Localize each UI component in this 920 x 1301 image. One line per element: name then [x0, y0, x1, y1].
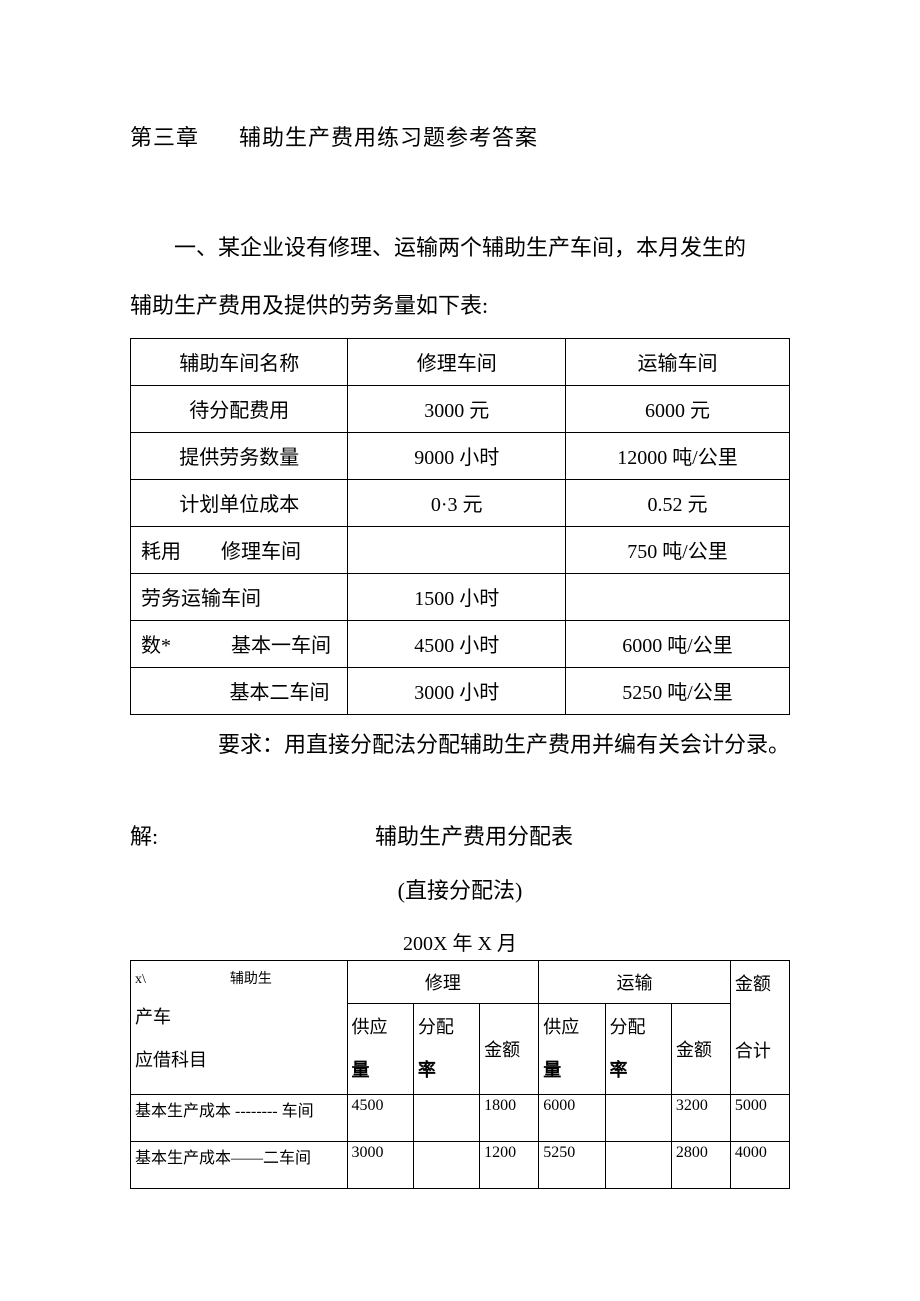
chapter-label: 第三章	[130, 125, 199, 150]
th-subject-line1: x\ 辅助生	[135, 963, 343, 997]
solution-header: 解: 辅助生产费用分配表	[130, 819, 790, 851]
solution-label: 解:	[130, 819, 158, 851]
row-label: 提供劳务数量	[131, 432, 348, 479]
cell-r-rate	[413, 1141, 479, 1188]
row-label: 数* 基本一车间	[131, 620, 348, 667]
cell-r-amount: 1200	[480, 1141, 539, 1188]
workshop-info-table: 辅助车间名称 修理车间 运输车间 待分配费用3000 元6000 元提供劳务数量…	[130, 338, 790, 715]
table-row: 耗用 修理车间 750 吨/公里	[131, 526, 790, 573]
cell-subject: 基本生产成本——二车间	[131, 1141, 348, 1188]
row-label: 待分配费用	[131, 385, 348, 432]
th-r-amount: 金额	[480, 1003, 539, 1094]
row-repair-value: 4500 小时	[348, 620, 565, 667]
th-r-supply-l1: 供应	[352, 1006, 409, 1049]
cell-r-amount: 1800	[480, 1094, 539, 1141]
th-amount-total-l1: 金额	[735, 963, 785, 1006]
cell-r-supply: 3000	[347, 1141, 413, 1188]
row-transport-value: 6000 元	[565, 385, 789, 432]
th-r-rate: 分配 率	[413, 1003, 479, 1094]
cell-t-rate	[605, 1141, 671, 1188]
row-transport-value: 750 吨/公里	[565, 526, 789, 573]
row-repair-value: 1500 小时	[348, 573, 565, 620]
row-transport-value: 6000 吨/公里	[565, 620, 789, 667]
row-label: 耗用 修理车间	[131, 526, 348, 573]
row-transport-value	[565, 573, 789, 620]
th-r-rate-l1: 分配	[418, 1006, 475, 1049]
row-repair-value: 3000 小时	[348, 667, 565, 714]
intro-line-2: 辅助生产费用及提供的劳务量如下表:	[130, 280, 790, 333]
chapter-name: 辅助生产费用练习题参考答案	[239, 125, 538, 150]
row-repair-value	[348, 526, 565, 573]
th-subject: x\ 辅助生 产车 应借科目	[131, 960, 348, 1094]
row-label: 劳务运输车间	[131, 573, 348, 620]
th-repair: 修理车间	[348, 338, 565, 385]
cell-t-rate	[605, 1094, 671, 1141]
chapter-title: 第三章 辅助生产费用练习题参考答案	[130, 120, 790, 152]
cell-total: 4000	[730, 1141, 789, 1188]
alloc-data-row: 基本生产成本 -------- 车间4500 18006000 32005000	[131, 1094, 790, 1141]
cell-t-supply: 6000	[539, 1094, 605, 1141]
table-row: 计划单位成本0·3 元0.52 元	[131, 479, 790, 526]
row-transport-value: 12000 吨/公里	[565, 432, 789, 479]
allocation-date: 200X 年 X 月	[130, 927, 790, 956]
intro-line-1: 一、某企业设有修理、运输两个辅助生产车间，本月发生的	[130, 222, 790, 275]
row-label: 基本二车间	[131, 667, 348, 714]
allocation-method: (直接分配法)	[130, 873, 790, 905]
row-repair-value: 0·3 元	[348, 479, 565, 526]
requirement-text: 要求：用直接分配法分配辅助生产费用并编有关会计分录。	[130, 727, 790, 759]
th-t-supply-l1: 供应	[543, 1006, 600, 1049]
th-amount-total-l2: 合计	[735, 1030, 785, 1073]
row-repair-value: 3000 元	[348, 385, 565, 432]
th-repair-group: 修理	[347, 960, 539, 1003]
row-repair-value: 9000 小时	[348, 432, 565, 479]
table-row: 数* 基本一车间4500 小时6000 吨/公里	[131, 620, 790, 667]
th-t-supply-l2: 量	[543, 1049, 600, 1092]
cell-t-amount: 2800	[671, 1141, 730, 1188]
th-t-amount: 金额	[671, 1003, 730, 1094]
table-row: 基本二车间3000 小时5250 吨/公里	[131, 667, 790, 714]
th-subject-line2: 产车	[135, 996, 343, 1039]
th-r-supply-l2: 量	[352, 1049, 409, 1092]
th-workshop-name: 辅助车间名称	[131, 338, 348, 385]
allocation-table-title: 辅助生产费用分配表	[158, 819, 790, 851]
th-subject-line3: 应借科目	[135, 1039, 343, 1082]
allocation-table: x\ 辅助生 产车 应借科目 修理 运输 金额 合计 供应 量 分配 率 金额	[130, 960, 790, 1189]
th-t-rate-l2: 率	[610, 1049, 667, 1092]
table-row: 待分配费用3000 元6000 元	[131, 385, 790, 432]
row-transport-value: 5250 吨/公里	[565, 667, 789, 714]
table-row: 提供劳务数量9000 小时12000 吨/公里	[131, 432, 790, 479]
th-amount-total: 金额 合计	[730, 960, 789, 1094]
cell-subject: 基本生产成本 -------- 车间	[131, 1094, 348, 1141]
table-row: 劳务运输车间1500 小时	[131, 573, 790, 620]
row-label: 计划单位成本	[131, 479, 348, 526]
table-header-row: 辅助车间名称 修理车间 运输车间	[131, 338, 790, 385]
th-t-supply: 供应 量	[539, 1003, 605, 1094]
cell-total: 5000	[730, 1094, 789, 1141]
th-r-supply: 供应 量	[347, 1003, 413, 1094]
th-t-rate: 分配 率	[605, 1003, 671, 1094]
th-transport: 运输车间	[565, 338, 789, 385]
row-transport-value: 0.52 元	[565, 479, 789, 526]
alloc-header-row-1: x\ 辅助生 产车 应借科目 修理 运输 金额 合计	[131, 960, 790, 1003]
cell-t-supply: 5250	[539, 1141, 605, 1188]
th-t-rate-l1: 分配	[610, 1006, 667, 1049]
th-transport-group: 运输	[539, 960, 731, 1003]
cell-r-supply: 4500	[347, 1094, 413, 1141]
cell-r-rate	[413, 1094, 479, 1141]
cell-t-amount: 3200	[671, 1094, 730, 1141]
th-r-rate-l2: 率	[418, 1049, 475, 1092]
alloc-data-row: 基本生产成本——二车间3000 12005250 28004000	[131, 1141, 790, 1188]
